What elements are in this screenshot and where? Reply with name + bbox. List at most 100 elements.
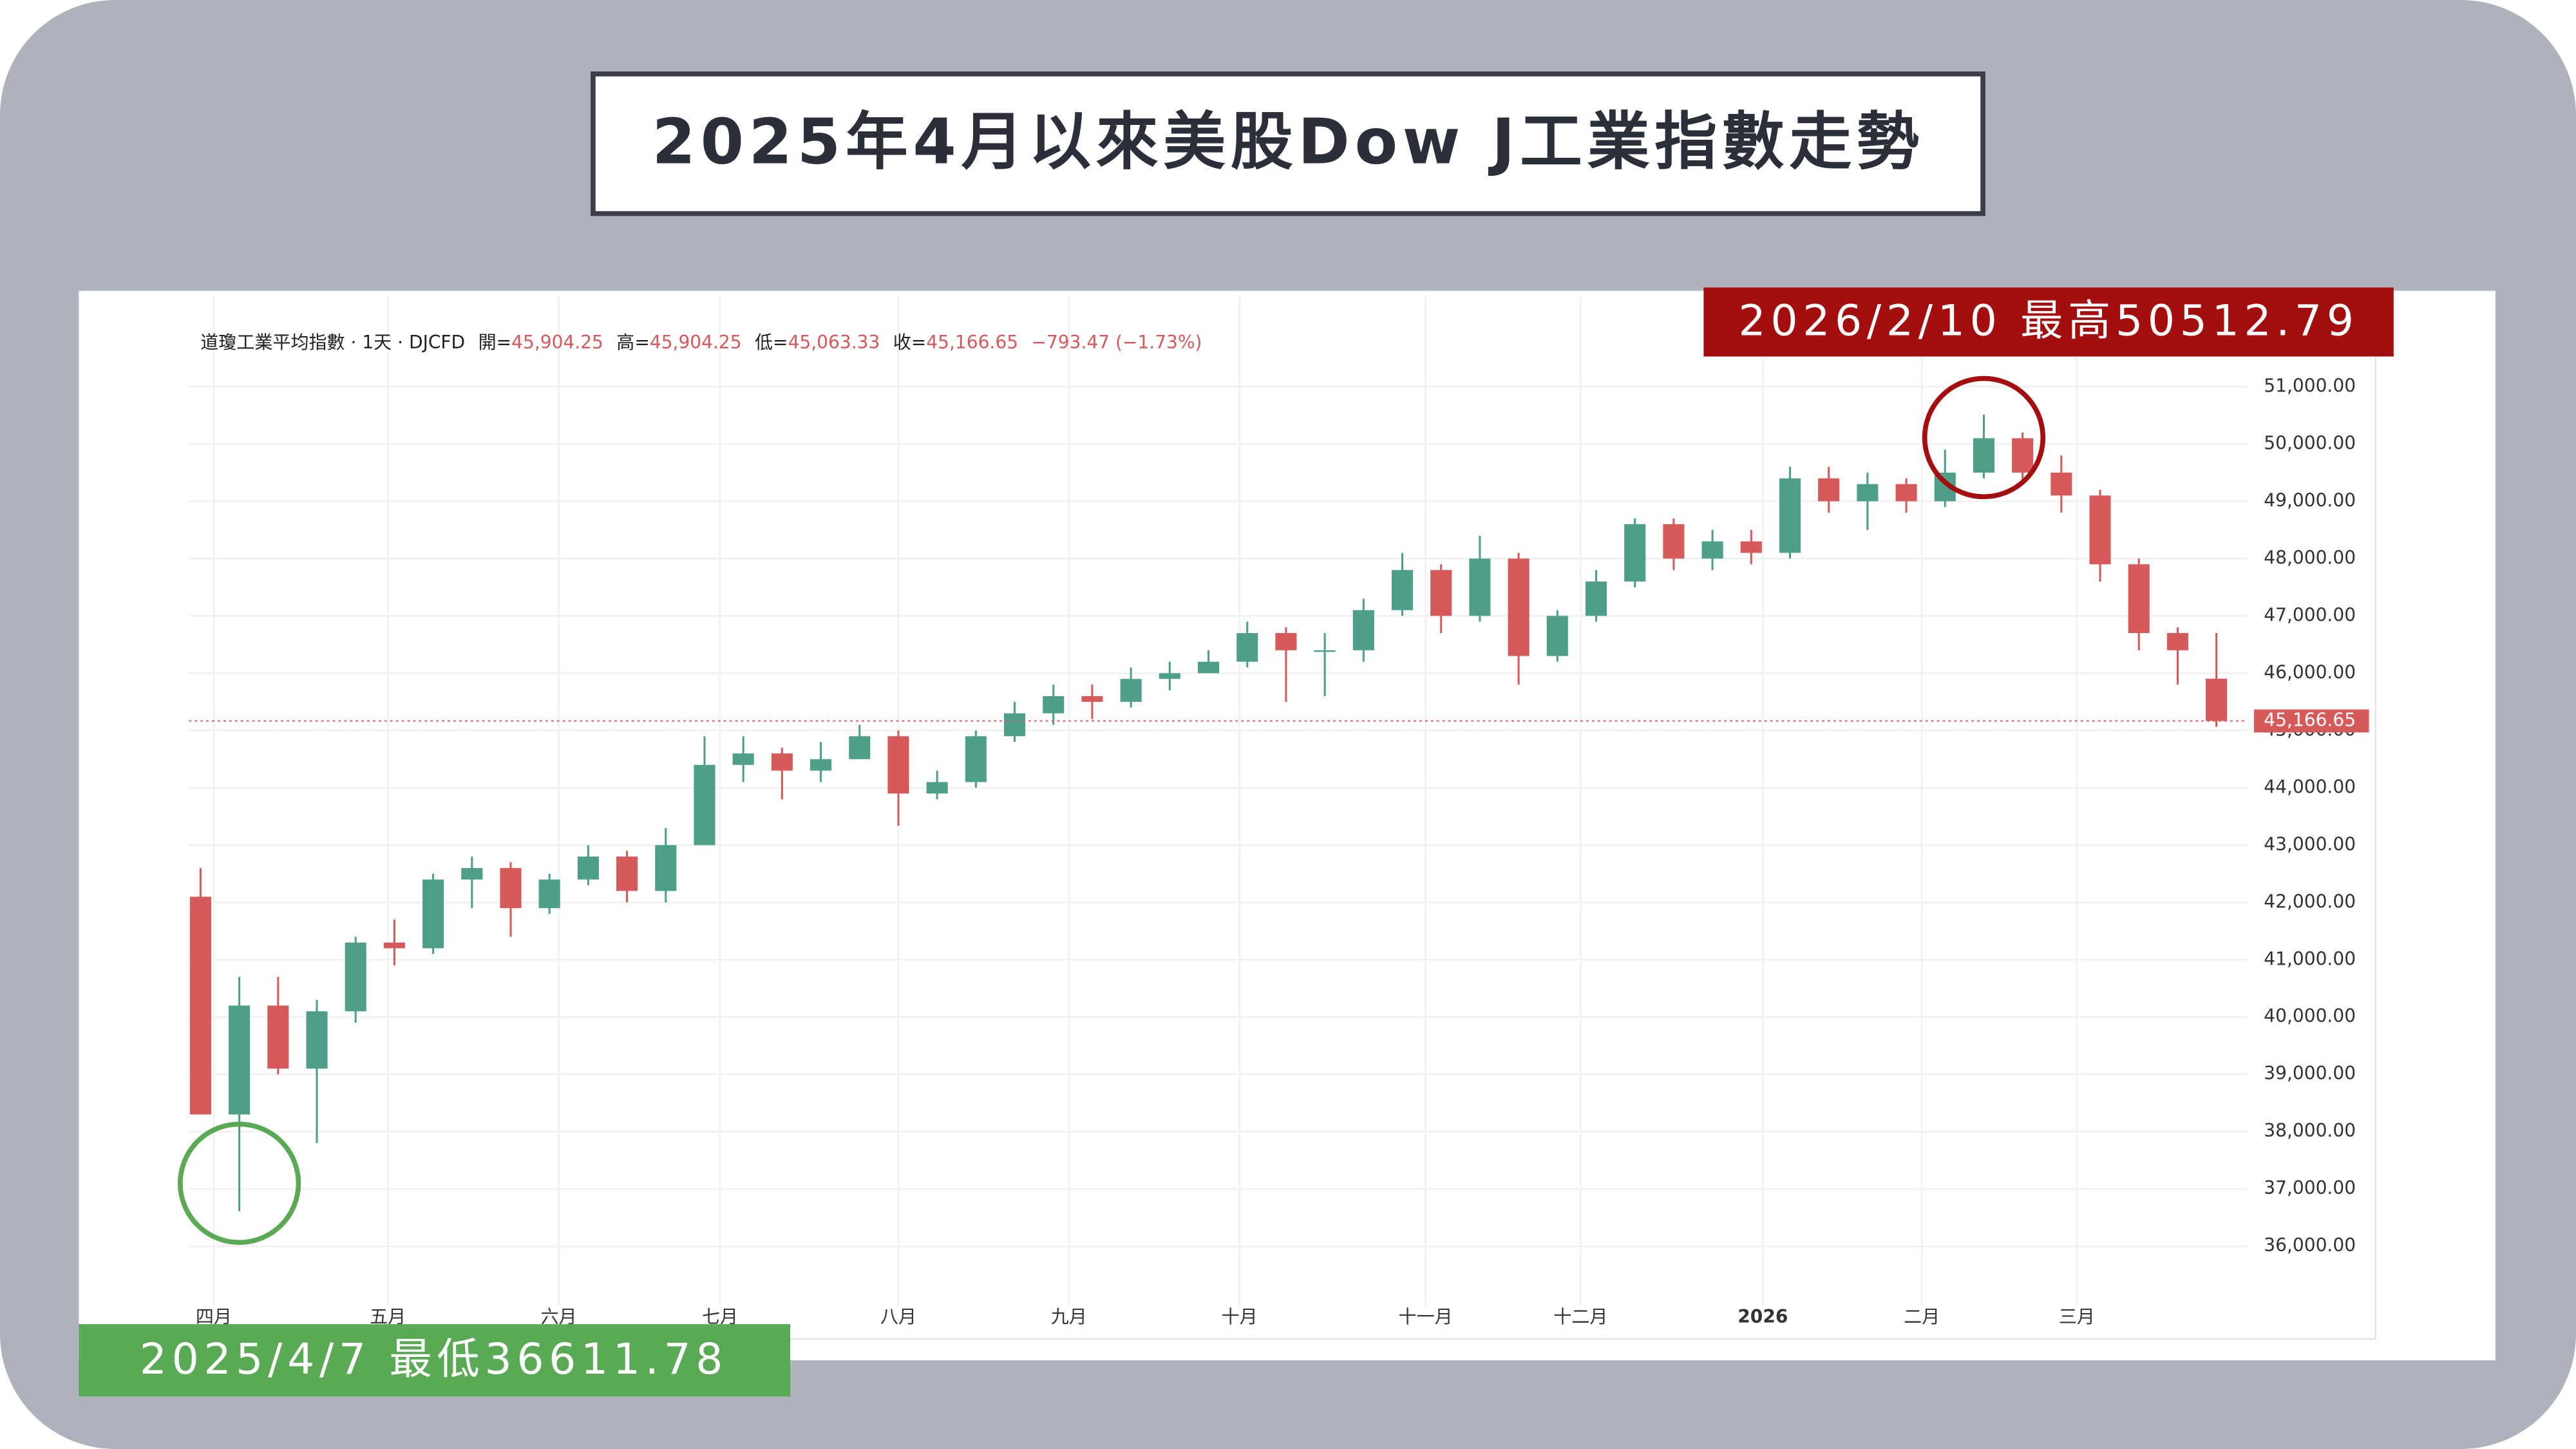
candle-body: [1159, 673, 1180, 679]
candle-body: [810, 759, 832, 771]
candle-body: [1973, 438, 1995, 473]
y-tick-label: 44,000.00: [2264, 776, 2356, 797]
x-tick-label: 二月: [1904, 1306, 1940, 1327]
candle-body: [1624, 524, 1646, 582]
candle-body: [2128, 564, 2150, 634]
y-tick-label: 51,000.00: [2264, 375, 2356, 396]
chart-panel: [79, 290, 2496, 1361]
candle-body: [229, 1005, 251, 1115]
highlight-circle: [177, 1121, 301, 1245]
candle-body: [1818, 478, 1840, 502]
y-tick-label: 43,000.00: [2264, 833, 2356, 855]
candle-body: [1043, 696, 1065, 714]
y-tick-label: 36,000.00: [2264, 1235, 2356, 1256]
candle-body: [926, 782, 948, 794]
candle-body: [1003, 713, 1026, 737]
candle-body: [189, 896, 211, 1115]
x-tick-label: 四月: [196, 1306, 232, 1327]
header-key: 低=: [755, 332, 788, 353]
candle-body: [655, 845, 677, 891]
candle-body: [1081, 696, 1103, 702]
candle-body: [849, 736, 871, 759]
y-tick-label: 47,000.00: [2264, 604, 2356, 625]
candle-body: [1779, 478, 1801, 553]
last-price-label: 45,166.65: [2264, 709, 2356, 730]
x-tick-label: 九月: [1051, 1306, 1087, 1327]
candle-body: [267, 1005, 289, 1069]
y-tick-label: 38,000.00: [2264, 1120, 2356, 1141]
x-tick-label: 六月: [541, 1306, 577, 1327]
header-key: 開=: [478, 332, 512, 353]
x-tick-label: 2026: [1738, 1306, 1788, 1327]
x-tick-label: 三月: [2059, 1306, 2095, 1327]
x-tick-label: 七月: [702, 1306, 738, 1327]
candle-body: [887, 736, 909, 794]
candle-body: [345, 942, 366, 1012]
x-tick-label: 十二月: [1553, 1306, 1607, 1327]
y-tick-label: 37,000.00: [2264, 1177, 2356, 1198]
header-value: 45,904.25: [511, 332, 603, 353]
y-tick-label: 40,000.00: [2264, 1005, 2356, 1027]
high-annotation-box: [1703, 287, 2394, 357]
header-key: 高=: [616, 332, 650, 353]
candle-body: [1546, 616, 1568, 656]
chart-title: 2025年4月以來美股Dow J工業指數走勢: [652, 105, 1924, 178]
candle-body: [1430, 570, 1452, 616]
candle-body: [1469, 558, 1491, 616]
plot: 36,000.00 37,000.00 38,000.00 39,000.00 40,0…: [189, 296, 2369, 1327]
title-box: [591, 71, 1985, 216]
candle-body: [1120, 679, 1142, 702]
candle-body: [383, 942, 405, 949]
candle-body: [771, 753, 793, 771]
header-value: 45,063.33: [788, 332, 880, 353]
candle-body: [2206, 678, 2228, 721]
candle-body: [306, 1011, 328, 1069]
header-name: 道瓊工業平均指數 · 1天 · DJCFD: [200, 332, 465, 353]
x-tick-label: 五月: [370, 1306, 406, 1327]
candle-body: [694, 764, 715, 846]
candle-body: [1585, 581, 1607, 616]
header-value: 45,166.65: [926, 332, 1018, 353]
y-tick-label: 42,000.00: [2264, 891, 2356, 912]
candle-body: [500, 867, 522, 909]
candle-body: [1352, 610, 1374, 650]
high-annotation: 2026/2/10 最高50512.79: [1739, 296, 2359, 346]
candle-body: [2050, 472, 2072, 496]
header-change: −793.47 (−1.73%): [1031, 332, 1202, 353]
y-tick-label: 46,000.00: [2264, 661, 2356, 683]
candle-body: [461, 867, 483, 880]
chart-header: 道瓊工業平均指數 · 1天 · DJCFD 開=45,904.25 高=45,904…: [200, 332, 1202, 353]
candle-body: [422, 879, 444, 949]
candle-body: [965, 736, 987, 782]
low-annotation-box: [79, 1324, 791, 1397]
y-tick-label: 39,000.00: [2264, 1063, 2356, 1084]
highlight-circle: [1922, 375, 2046, 500]
candle-body: [1857, 484, 1879, 502]
y-tick-label: 48,000.00: [2264, 547, 2356, 568]
candle-body: [1740, 541, 1762, 553]
candle-body: [1197, 661, 1220, 674]
candle-body: [732, 753, 754, 765]
candle-body: [1236, 633, 1258, 662]
header-key: 收=: [893, 332, 927, 353]
candle-body: [1391, 570, 1414, 611]
x-tick-label: 八月: [880, 1306, 916, 1327]
x-tick-label: 十一月: [1399, 1306, 1453, 1327]
y-tick-label: 49,000.00: [2264, 489, 2356, 511]
candle-body: [1275, 633, 1297, 650]
candle-body: [616, 857, 638, 891]
candle-body: [2089, 495, 2111, 565]
candle-body: [1895, 484, 1917, 502]
candle-body: [1701, 541, 1723, 559]
candle-body: [577, 857, 599, 880]
low-annotation: 2025/4/7 最低36611.78: [140, 1334, 728, 1384]
y-tick-label: 41,000.00: [2264, 948, 2356, 969]
x-tick-label: 十月: [1222, 1306, 1258, 1327]
candle-body: [2166, 633, 2188, 650]
candle-body: [1314, 650, 1336, 652]
candle-body: [2012, 438, 2034, 473]
last-price-box: [2254, 709, 2369, 733]
header-value: 45,904.25: [650, 332, 742, 353]
y-tick-label: 50,000.00: [2264, 432, 2356, 453]
